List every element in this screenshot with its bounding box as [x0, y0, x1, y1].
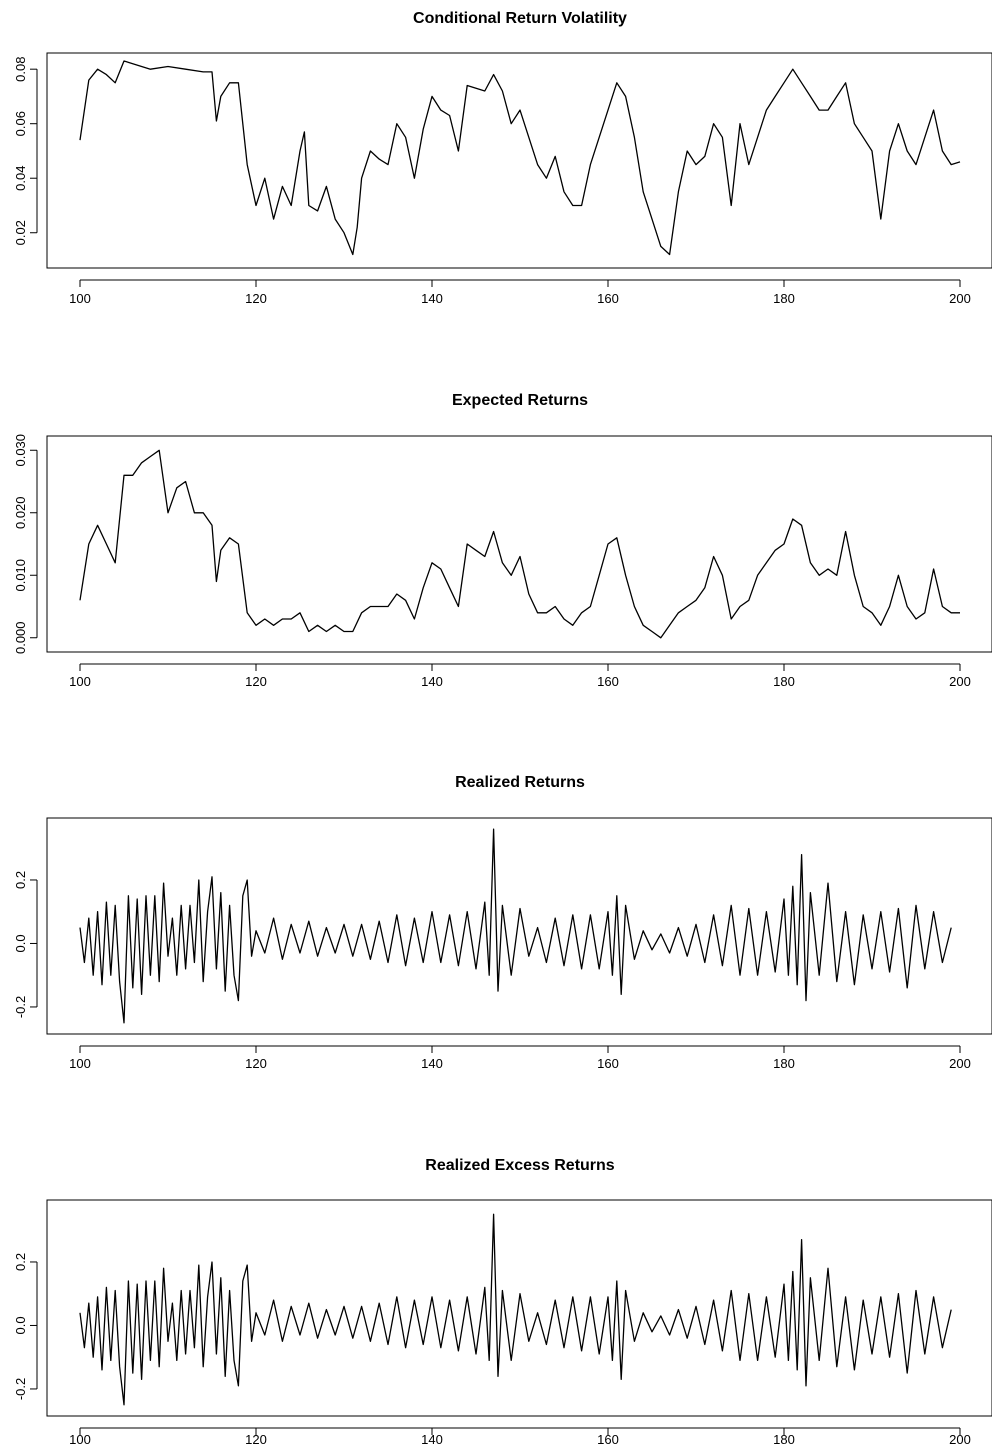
panel-2: Expected Returns 100 120 140 160 180 200 0.000 0…: [13, 392, 992, 689]
x-tick-label: 160: [597, 291, 619, 306]
x-tick-label: 200: [949, 1056, 971, 1071]
y-tick-label: 0.2: [13, 871, 28, 889]
x-tick-label: 140: [421, 674, 443, 689]
series-line: [79, 449, 960, 639]
panel-1: Conditional Return Volatility 100 120 140 16…: [13, 10, 992, 306]
x-tick-label: 100: [69, 1056, 91, 1071]
series-line: [79, 828, 952, 1024]
plot-frame: [46, 817, 992, 1035]
panel-title: Realized Excess Returns: [425, 1157, 615, 1174]
x-tick-label: 100: [69, 674, 91, 689]
y-tick-label: 0.02: [13, 220, 28, 245]
panel-3: Realized Returns 100 120 140 160 180 200 -0.2 0.…: [13, 774, 992, 1071]
y-tick-label: -0.2: [13, 1378, 28, 1400]
x-tick-label: 140: [421, 1056, 443, 1071]
x-tick-label: 160: [597, 1432, 619, 1447]
x-tick-label: 120: [245, 1432, 267, 1447]
x-tick-label: 180: [773, 1056, 795, 1071]
panel-title: Expected Returns: [452, 392, 588, 409]
x-tick-label: 120: [245, 291, 267, 306]
x-tick-label: 200: [949, 1432, 971, 1447]
y-tick-label: 0.000: [13, 621, 28, 654]
y-tick-label: 0.0: [13, 1316, 28, 1334]
y-tick-label: 0.0: [13, 934, 28, 952]
x-tick-label: 100: [69, 1432, 91, 1447]
x-tick-label: 200: [949, 291, 971, 306]
y-tick-label: 0.08: [13, 57, 28, 82]
x-tick-label: 180: [773, 1432, 795, 1447]
x-tick-label: 120: [245, 1056, 267, 1071]
x-tick-label: 120: [245, 674, 267, 689]
panel-title: Realized Returns: [455, 774, 585, 791]
series-line: [79, 1213, 952, 1406]
y-tick-label: 0.020: [13, 496, 28, 529]
y-tick-label: -0.2: [13, 996, 28, 1018]
x-tick-label: 180: [773, 291, 795, 306]
plot-frame: [46, 435, 992, 653]
x-tick-label: 140: [421, 291, 443, 306]
series-line: [79, 60, 961, 256]
x-tick-label: 100: [69, 291, 91, 306]
x-tick-label: 180: [773, 674, 795, 689]
y-tick-label: 0.030: [13, 434, 28, 467]
y-tick-label: 0.010: [13, 559, 28, 592]
x-tick-label: 140: [421, 1432, 443, 1447]
y-tick-label: 0.04: [13, 166, 28, 191]
panel-4: Realized Excess Returns 100 120 140 160 180 20…: [13, 1157, 992, 1447]
plot-frame: [46, 1199, 992, 1417]
y-tick-label: 0.06: [13, 111, 28, 136]
x-tick-label: 160: [597, 1056, 619, 1071]
y-tick-label: 0.2: [13, 1253, 28, 1271]
x-tick-label: 160: [597, 674, 619, 689]
panel-title: Conditional Return Volatility: [413, 10, 627, 27]
plot-frame: [46, 52, 992, 269]
x-tick-label: 200: [949, 674, 971, 689]
